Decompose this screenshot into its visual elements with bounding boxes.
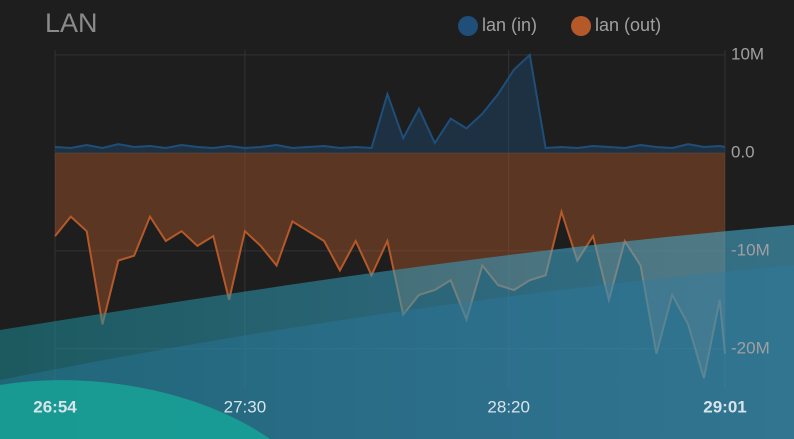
- x-tick-label: 28:20: [487, 397, 530, 416]
- legend-swatch: [458, 16, 478, 36]
- legend-swatch: [571, 16, 592, 36]
- y-tick-label: 0.0: [731, 142, 755, 161]
- x-tick-label: 26:54: [33, 397, 77, 416]
- decor-swoosh: [0, 225, 794, 439]
- area-fill: [55, 152, 725, 379]
- x-tick-label: 29:01: [703, 397, 746, 416]
- x-tick-label: 27:30: [224, 397, 267, 416]
- y-tick-label: 10M: [731, 44, 764, 63]
- series-line: [54, 52, 726, 150]
- chart-title: LAN: [45, 8, 98, 38]
- legend-label: lan (in): [482, 15, 537, 35]
- legend-label: lan (out): [595, 15, 661, 35]
- decor-swoosh: [0, 265, 794, 439]
- y-tick-label: -20M: [731, 338, 770, 357]
- labels: 10M 0.0 -10M -20M 26:54 27:30 28:20 29:01 lan (i…: [33, 15, 769, 417]
- decor-swoosh: [0, 380, 270, 439]
- y-tick-label: -10M: [731, 240, 770, 259]
